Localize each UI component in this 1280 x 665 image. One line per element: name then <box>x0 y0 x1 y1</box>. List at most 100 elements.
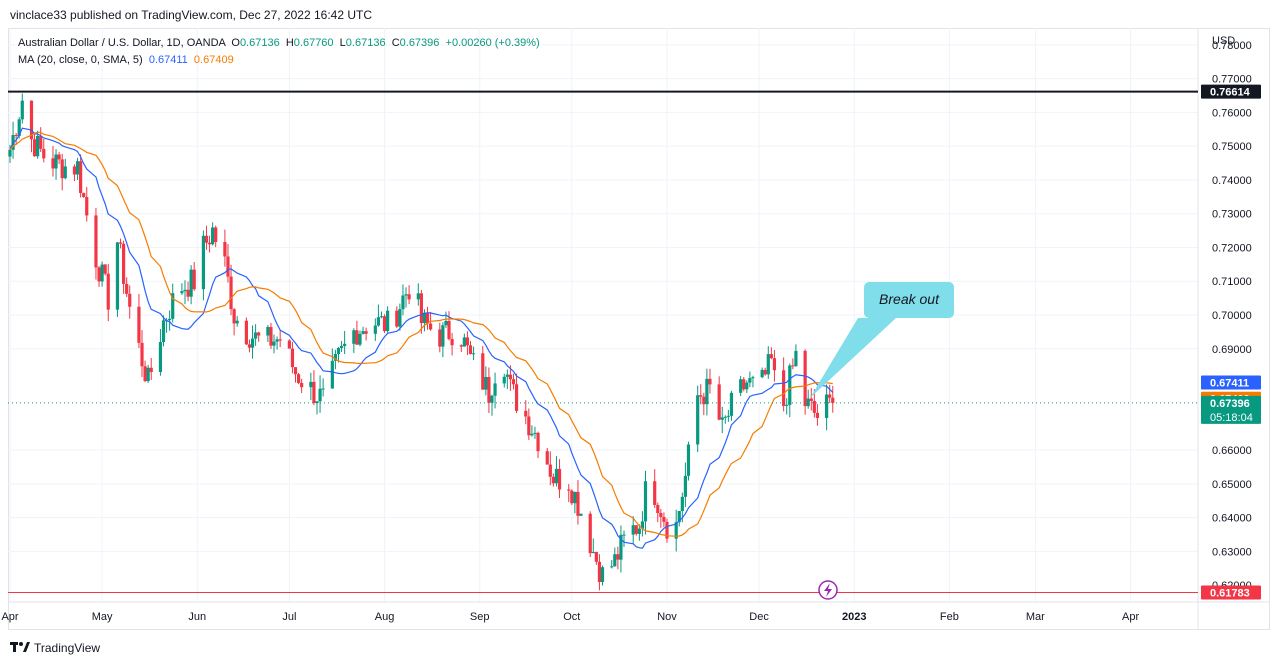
candle <box>422 309 427 332</box>
candle <box>653 469 657 509</box>
candle <box>85 186 89 222</box>
chart-frame[interactable] <box>8 28 1270 630</box>
candle-body <box>508 374 513 380</box>
price-tick-label: 0.70000 <box>1212 310 1252 322</box>
candle <box>42 138 46 163</box>
candle <box>659 508 663 528</box>
candle <box>168 310 172 331</box>
candle-body <box>502 376 506 384</box>
candle <box>450 332 454 356</box>
candle-body <box>140 342 144 367</box>
candle-body <box>573 491 577 504</box>
candle <box>100 261 104 287</box>
candle-body <box>8 149 12 157</box>
legend-high: 0.67760 <box>293 37 334 49</box>
candle <box>791 358 795 370</box>
candle <box>588 511 592 558</box>
candle <box>275 336 279 350</box>
candle <box>250 325 255 359</box>
candle <box>20 93 24 124</box>
candle <box>290 342 295 374</box>
tradingview-logo-icon <box>10 640 30 655</box>
candle <box>244 317 248 346</box>
candle-body <box>444 320 448 326</box>
legend-symbol-row: Australian Dollar / U.S. Dollar, 1D, OAN… <box>18 35 540 52</box>
candle-body <box>726 415 730 417</box>
candle-body <box>441 325 445 347</box>
price-tick-label: 0.69000 <box>1212 344 1252 356</box>
candle-body <box>551 476 555 484</box>
price-tick-label: 0.63000 <box>1212 546 1252 558</box>
candle-body <box>702 396 706 405</box>
candle <box>8 144 12 163</box>
ma-line-orange <box>9 131 833 537</box>
candle-body <box>674 522 678 539</box>
time-tick-label: Oct <box>563 611 580 623</box>
candle-body <box>146 367 150 382</box>
candle-body <box>63 166 67 179</box>
candle-body <box>524 410 528 417</box>
candle <box>57 152 61 165</box>
candle <box>321 378 325 397</box>
time-tick-label: Feb <box>940 611 959 623</box>
candle-body <box>287 340 291 349</box>
candle <box>158 329 163 376</box>
candle <box>300 378 304 393</box>
price-tick-label: 0.73000 <box>1212 209 1252 221</box>
candle <box>404 287 408 308</box>
candle <box>355 320 359 345</box>
resistance-price-label: 0.76614 <box>1201 84 1261 99</box>
candle <box>29 100 34 153</box>
candle <box>287 339 291 349</box>
candle-body <box>665 521 669 539</box>
candle <box>425 306 430 330</box>
candle <box>785 398 789 415</box>
candle-body <box>103 264 107 274</box>
candle <box>358 330 362 347</box>
candle-body <box>223 242 227 257</box>
callout-pointer <box>810 318 896 398</box>
candle <box>640 511 645 537</box>
candle-body <box>533 432 537 434</box>
candle <box>530 425 534 437</box>
callout-box <box>864 282 954 318</box>
candle-body <box>257 332 261 336</box>
candle <box>729 390 734 421</box>
candle-body <box>309 381 313 388</box>
legend-change: +0.00260 (+0.39%) <box>445 37 540 49</box>
price-tick-label: 0.66000 <box>1212 445 1252 457</box>
time-tick-label: Apr <box>1 611 18 623</box>
candle <box>551 473 555 487</box>
candle-body <box>401 295 405 310</box>
candle <box>751 375 755 388</box>
candle <box>94 207 98 280</box>
candle <box>490 394 494 416</box>
candle-body <box>653 481 657 505</box>
candle-body <box>171 293 175 319</box>
candle-body <box>214 227 218 243</box>
candle-body <box>115 242 120 310</box>
candle-body <box>557 468 562 490</box>
price-tick-label: 0.78000 <box>1212 40 1252 52</box>
candle-body <box>597 561 602 583</box>
candle <box>447 311 451 341</box>
candle <box>465 331 470 356</box>
candle <box>705 368 709 416</box>
candle <box>815 403 820 426</box>
candle-body <box>493 383 497 396</box>
price-tick-label: 0.71000 <box>1212 276 1252 288</box>
candle <box>373 318 377 341</box>
candle-body <box>20 100 24 120</box>
candle-body <box>683 475 687 497</box>
candle-body <box>416 293 420 300</box>
candle <box>36 130 40 159</box>
candle <box>419 289 423 334</box>
candle-body <box>407 294 411 300</box>
candle-body <box>358 333 362 345</box>
candle <box>171 283 175 323</box>
candle <box>416 283 420 306</box>
candle <box>576 480 580 525</box>
candle <box>192 261 196 291</box>
candle <box>14 132 18 146</box>
